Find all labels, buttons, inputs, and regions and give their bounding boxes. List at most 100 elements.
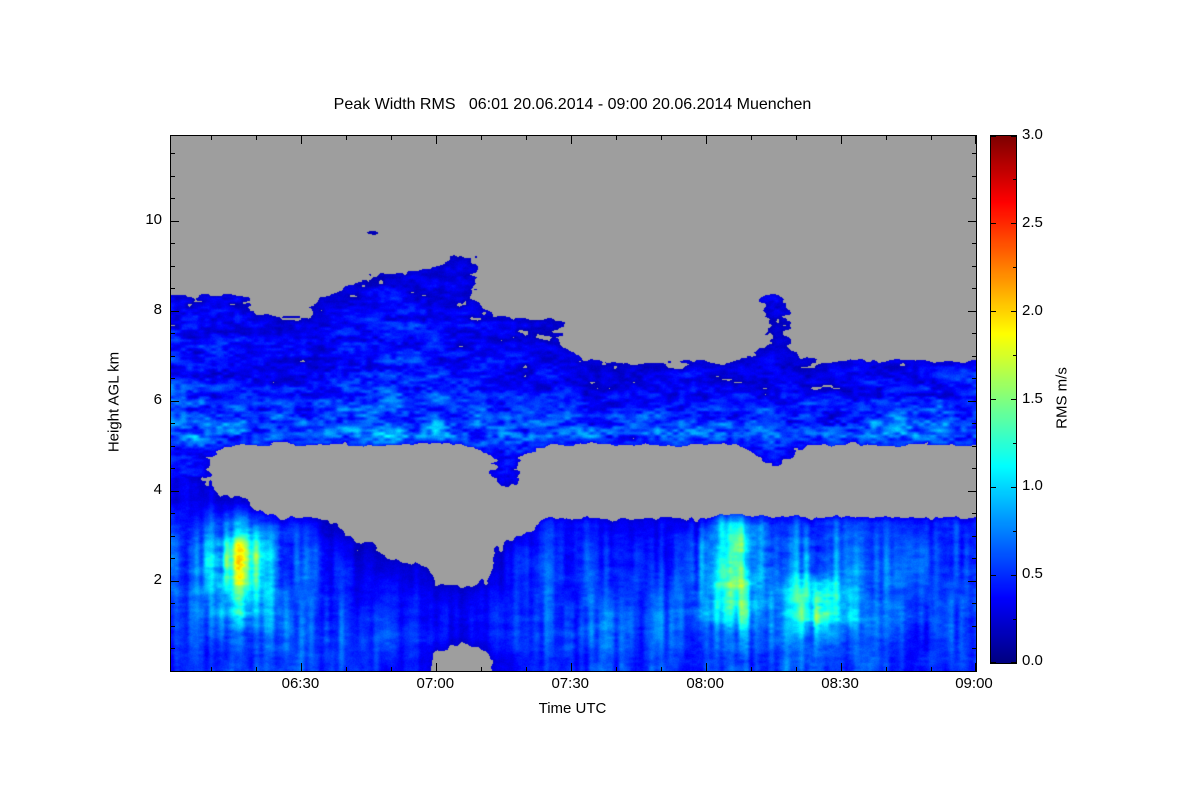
x-minor-tick-top (390, 136, 392, 140)
y-minor-tick-right (972, 198, 976, 200)
y-minor-tick-right (972, 513, 976, 515)
x-minor-tick-bottom (930, 667, 932, 671)
x-minor-tick-top (345, 136, 347, 140)
y-minor-tick-right (972, 333, 976, 335)
x-major-tick-top (435, 136, 437, 144)
colorbar-tick-left (991, 135, 996, 137)
x-minor-tick-top (255, 136, 257, 140)
y-minor-tick-right (972, 153, 976, 155)
y-minor-tick-right (972, 468, 976, 470)
colorbar-tick-label: 0.0 (1022, 652, 1043, 669)
y-major-tick-left (171, 580, 179, 582)
colorbar-tick-left (991, 311, 996, 313)
plot-area (170, 135, 977, 672)
x-major-tick-bottom (570, 663, 572, 671)
x-minor-tick-bottom (210, 667, 212, 671)
x-minor-tick-bottom (660, 667, 662, 671)
y-minor-tick-left (171, 333, 175, 335)
x-minor-tick-top (930, 136, 932, 140)
y-minor-tick-left (171, 198, 175, 200)
x-tick-label: 09:00 (955, 675, 993, 692)
y-minor-tick-right (972, 175, 976, 177)
y-major-tick-left (171, 400, 179, 402)
x-minor-tick-bottom (345, 667, 347, 671)
x-major-tick-top (705, 136, 707, 144)
y-minor-tick-left (171, 625, 175, 627)
y-minor-tick-right (972, 535, 976, 537)
colorbar (990, 135, 1017, 664)
x-minor-tick-bottom (390, 667, 392, 671)
y-tick-label: 4 (153, 481, 162, 499)
x-major-tick-top (974, 136, 976, 144)
x-major-tick-top (300, 136, 302, 144)
y-minor-tick-left (171, 445, 175, 447)
colorbar-tick-left (991, 661, 996, 663)
y-minor-tick-right (972, 243, 976, 245)
x-tick-label: 08:00 (686, 675, 724, 692)
y-minor-tick-right (972, 648, 976, 650)
y-minor-tick-left (171, 558, 175, 560)
x-minor-tick-bottom (255, 667, 257, 671)
y-major-tick-left (171, 490, 179, 492)
y-tick-label: 10 (145, 211, 162, 229)
x-major-tick-top (840, 136, 842, 144)
y-minor-tick-right (972, 355, 976, 357)
y-axis-title: Height AGL km (105, 351, 123, 453)
y-minor-tick-left (171, 378, 175, 380)
y-major-tick-right (968, 400, 976, 402)
colorbar-minor-tick (1013, 179, 1016, 181)
colorbar-tick-label: 2.5 (1022, 213, 1043, 231)
x-major-tick-top (570, 136, 572, 144)
x-major-tick-bottom (705, 663, 707, 671)
y-minor-tick-right (972, 423, 976, 425)
y-minor-tick-left (171, 603, 175, 605)
y-minor-tick-left (171, 175, 175, 177)
y-minor-tick-right (972, 603, 976, 605)
colorbar-minor-tick (1013, 530, 1016, 532)
y-minor-tick-left (171, 535, 175, 537)
colorbar-tick-left (991, 574, 996, 576)
y-tick-label: 2 (153, 571, 162, 589)
y-minor-tick-left (171, 265, 175, 267)
x-major-tick-bottom (840, 663, 842, 671)
x-minor-tick-bottom (750, 667, 752, 671)
y-major-tick-left (171, 220, 179, 222)
y-minor-tick-left (171, 423, 175, 425)
y-minor-tick-left (171, 355, 175, 357)
colorbar-minor-tick (1013, 267, 1016, 269)
colorbar-tick-right (1011, 311, 1016, 313)
colorbar-tick-label: 3.0 (1022, 126, 1043, 143)
x-minor-tick-top (885, 136, 887, 140)
y-minor-tick-left (171, 468, 175, 470)
x-minor-tick-top (660, 136, 662, 140)
y-minor-tick-right (972, 288, 976, 290)
x-minor-tick-top (615, 136, 617, 140)
y-minor-tick-left (171, 513, 175, 515)
y-major-tick-right (968, 490, 976, 492)
colorbar-tick-label: 0.5 (1022, 565, 1043, 583)
x-major-tick-bottom (974, 663, 976, 671)
x-minor-tick-bottom (525, 667, 527, 671)
y-minor-tick-left (171, 648, 175, 650)
x-minor-tick-bottom (795, 667, 797, 671)
y-tick-label: 8 (153, 301, 162, 319)
y-tick-label: 6 (153, 391, 162, 409)
colorbar-tick-right (1011, 486, 1016, 488)
colorbar-tick-left (991, 486, 996, 488)
x-tick-label: 06:30 (281, 675, 320, 692)
colorbar-tick-left (991, 223, 996, 225)
y-minor-tick-right (972, 558, 976, 560)
colorbar-tick-right (1011, 135, 1016, 137)
colorbar-tick-label: 1.5 (1022, 389, 1043, 407)
y-minor-tick-right (972, 625, 976, 627)
x-tick-label: 07:30 (551, 675, 590, 692)
colorbar-tick-left (991, 399, 996, 400)
x-axis-title: Time UTC (538, 700, 607, 717)
y-major-tick-right (968, 220, 976, 222)
colorbar-minor-tick (1013, 618, 1016, 620)
x-tick-label: 08:30 (821, 675, 859, 692)
x-minor-tick-top (210, 136, 212, 140)
y-major-tick-left (171, 310, 179, 312)
y-minor-tick-right (972, 265, 976, 267)
colorbar-tick-right (1011, 399, 1016, 400)
